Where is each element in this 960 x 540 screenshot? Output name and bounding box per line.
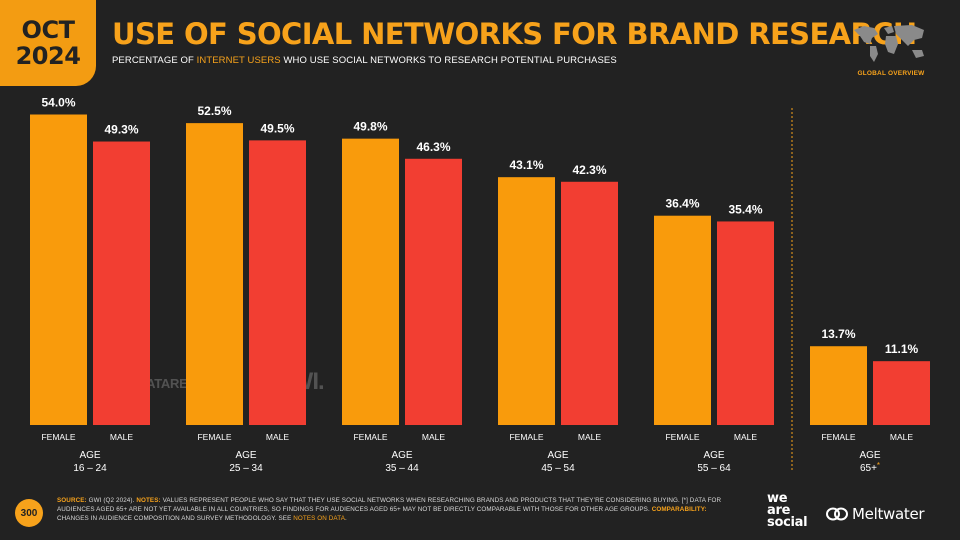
meltwater-logo-icon	[826, 507, 848, 521]
age-group-label: AGE	[859, 450, 880, 461]
category-label-male: MALE	[890, 432, 913, 442]
page-title: USE OF SOCIAL NETWORKS FOR BRAND RESEARC…	[112, 17, 917, 51]
page-subtitle: PERCENTAGE OF INTERNET USERS WHO USE SOC…	[112, 55, 617, 66]
bar-female	[498, 177, 555, 425]
subtitle-pre: PERCENTAGE OF	[112, 55, 197, 66]
bar-male	[873, 361, 930, 425]
bar-female	[186, 123, 243, 425]
subtitle-post: WHO USE SOCIAL NETWORKS TO RESEARCH POTE…	[280, 55, 617, 66]
subtitle-highlight: INTERNET USERS	[196, 55, 281, 66]
source-end: .	[345, 515, 347, 522]
age-group-range: 55 – 64	[697, 463, 731, 474]
category-label-male: MALE	[266, 432, 289, 442]
data-label-female: 13.7%	[821, 327, 855, 341]
category-label-male: MALE	[734, 432, 757, 442]
bar-female	[30, 114, 87, 425]
age-group-range: 25 – 34	[229, 463, 263, 474]
world-map-icon	[854, 25, 924, 62]
notes-on-data-link[interactable]: NOTES ON DATA	[293, 515, 346, 522]
data-label-male: 11.1%	[885, 342, 919, 356]
notes-text: VALUES REPRESENT PEOPLE WHO SAY THAT THE…	[57, 497, 722, 513]
source-notes: SOURCE: GWI (Q2 2024). NOTES: VALUES REP…	[57, 496, 737, 523]
category-label-female: FEMALE	[665, 432, 699, 442]
notes-label: NOTES:	[136, 497, 161, 504]
category-label-male: MALE	[578, 432, 601, 442]
bar-male	[561, 181, 618, 425]
age-group-label: AGE	[547, 450, 568, 461]
logo-we: we	[767, 491, 788, 506]
bar-female	[810, 346, 867, 425]
data-label-male: 42.3%	[572, 163, 606, 177]
age-group-range: 45 – 54	[541, 463, 575, 474]
age-group-label: AGE	[235, 450, 256, 461]
bar-male	[249, 140, 306, 425]
region-label: GLOBAL OVERVIEW	[857, 70, 925, 77]
date-month: OCT	[21, 16, 75, 44]
data-label-female: 52.5%	[197, 104, 231, 118]
data-label-male: 35.4%	[728, 202, 762, 216]
category-label-female: FEMALE	[821, 432, 855, 442]
bar-male	[93, 141, 150, 425]
age-group-range: 16 – 24	[73, 463, 107, 474]
data-label-female: 43.1%	[509, 158, 543, 172]
date-year: 2024	[15, 42, 81, 70]
data-label-male: 46.3%	[416, 140, 450, 154]
category-label-female: FEMALE	[197, 432, 231, 442]
age-group-label: AGE	[391, 450, 412, 461]
meltwater-wordmark: Meltwater	[852, 505, 925, 523]
data-label-female: 49.8%	[353, 120, 387, 134]
source-label: SOURCE:	[57, 497, 87, 504]
bar-male	[717, 221, 774, 425]
age-group-range: 35 – 44	[385, 463, 419, 474]
age-group-range: 65+*	[860, 461, 880, 474]
we-are-social-logo: we are social	[767, 491, 808, 530]
bar-female	[654, 215, 711, 425]
bar-male	[405, 158, 462, 425]
meltwater-logo: Meltwater	[826, 505, 925, 523]
page-number: 300	[15, 499, 43, 527]
category-label-male: MALE	[110, 432, 133, 442]
category-label-female: FEMALE	[353, 432, 387, 442]
logo-are: are	[767, 503, 791, 518]
date-badge: OCT 2024	[0, 0, 96, 86]
bar-female	[342, 138, 399, 425]
data-label-female: 36.4%	[665, 197, 699, 211]
age-group-label: AGE	[703, 450, 724, 461]
comparability-label: COMPARABILITY:	[651, 506, 707, 513]
footnote-marker: *	[877, 461, 880, 470]
data-label-female: 54.0%	[41, 96, 75, 110]
logo-social: social	[767, 515, 808, 530]
category-label-female: FEMALE	[41, 432, 75, 442]
data-label-male: 49.3%	[104, 123, 138, 137]
source-text: GWI (Q2 2024).	[88, 497, 135, 504]
age-group-label: AGE	[79, 450, 100, 461]
footer: 300 SOURCE: GWI (Q2 2024). NOTES: VALUES…	[0, 488, 960, 540]
category-label-male: MALE	[422, 432, 445, 442]
data-label-male: 49.5%	[260, 121, 294, 135]
category-label-female: FEMALE	[509, 432, 543, 442]
comparability-text: CHANGES IN AUDIENCE COMPOSITION AND SURV…	[57, 515, 294, 522]
